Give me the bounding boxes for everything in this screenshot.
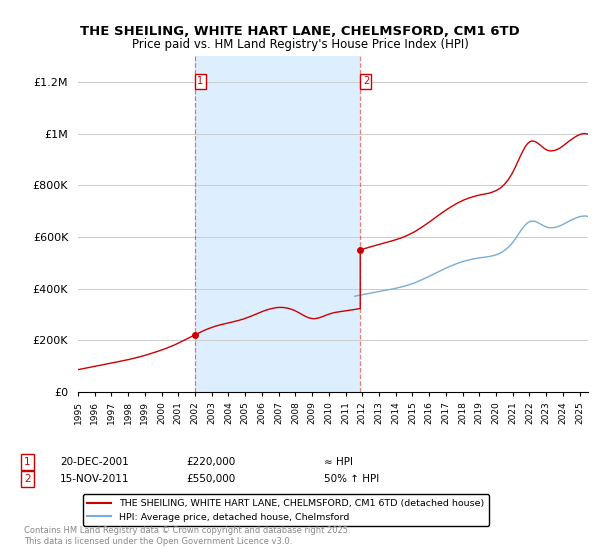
Text: THE SHEILING, WHITE HART LANE, CHELMSFORD, CM1 6TD: THE SHEILING, WHITE HART LANE, CHELMSFOR… bbox=[80, 25, 520, 38]
Text: 1: 1 bbox=[197, 76, 203, 86]
Text: 50% ↑ HPI: 50% ↑ HPI bbox=[324, 474, 379, 484]
Text: 15-NOV-2011: 15-NOV-2011 bbox=[60, 474, 130, 484]
Text: 1: 1 bbox=[24, 457, 31, 467]
Legend: THE SHEILING, WHITE HART LANE, CHELMSFORD, CM1 6TD (detached house), HPI: Averag: THE SHEILING, WHITE HART LANE, CHELMSFOR… bbox=[83, 494, 488, 526]
Bar bbox=[194, 56, 360, 392]
Text: £220,000: £220,000 bbox=[186, 457, 235, 467]
Text: Price paid vs. HM Land Registry's House Price Index (HPI): Price paid vs. HM Land Registry's House … bbox=[131, 38, 469, 51]
Text: Contains HM Land Registry data © Crown copyright and database right 2025.
This d: Contains HM Land Registry data © Crown c… bbox=[24, 526, 350, 546]
Text: 2: 2 bbox=[363, 76, 369, 86]
Text: 2: 2 bbox=[24, 474, 31, 484]
Text: 20-DEC-2001: 20-DEC-2001 bbox=[60, 457, 129, 467]
Text: ≈ HPI: ≈ HPI bbox=[324, 457, 353, 467]
Text: £550,000: £550,000 bbox=[186, 474, 235, 484]
